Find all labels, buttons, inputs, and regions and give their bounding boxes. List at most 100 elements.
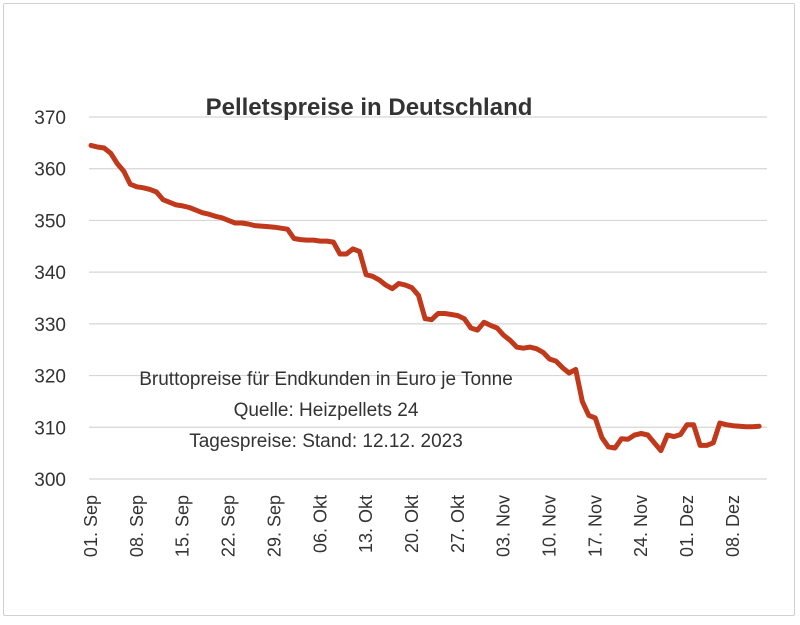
x-tick-label: 27. Okt [448, 495, 468, 553]
data-point [750, 424, 755, 429]
annotation-price-note: Bruttopreise für Endkunden in Euro je To… [139, 369, 513, 390]
data-point [357, 249, 362, 254]
data-point [213, 214, 218, 219]
data-point [311, 238, 316, 243]
data-point [390, 286, 395, 291]
data-point [560, 365, 565, 370]
data-point [259, 224, 264, 229]
data-point [639, 431, 644, 436]
data-point [744, 424, 749, 429]
data-point [220, 215, 225, 220]
price-line-chart: 300 310 320 330 340 350 360 370 01. Sep 08. Sep 1… [34, 94, 767, 557]
data-point [193, 208, 198, 213]
x-tick-label: 10. Nov [540, 495, 560, 557]
data-point [547, 357, 552, 362]
data-point [174, 202, 179, 207]
data-point [298, 237, 303, 242]
y-tick-label: 330 [34, 315, 66, 336]
data-point [200, 210, 205, 215]
data-point [233, 221, 238, 226]
data-point [128, 182, 133, 187]
data-point [508, 338, 513, 343]
y-tick-label: 340 [34, 263, 66, 284]
data-point [436, 311, 441, 316]
data-point [698, 443, 703, 448]
x-tick-label: 24. Nov [631, 495, 651, 557]
data-point [429, 317, 434, 322]
data-point [409, 285, 414, 290]
data-point [475, 328, 480, 333]
data-point [554, 359, 559, 364]
data-point [187, 205, 192, 210]
data-point [488, 323, 493, 328]
x-tick-label: 17. Nov [585, 495, 605, 557]
data-point [147, 187, 152, 192]
data-point [567, 371, 572, 376]
data-point [278, 226, 283, 231]
y-tick-label: 360 [34, 160, 66, 181]
data-point [658, 448, 663, 453]
y-tick-label: 310 [34, 418, 66, 439]
data-point [344, 252, 349, 257]
data-point [527, 345, 532, 350]
data-point [462, 316, 467, 321]
data-point [455, 313, 460, 318]
data-point [704, 443, 709, 448]
data-point [482, 320, 487, 325]
data-point [239, 221, 244, 226]
data-point [652, 440, 657, 445]
annotation-date: Tagespreise: Stand: 12.12. 2023 [189, 431, 463, 452]
data-point [717, 421, 722, 426]
data-point [442, 311, 447, 316]
x-tick-label: 13. Okt [356, 495, 376, 553]
data-point [593, 416, 598, 421]
data-point [632, 433, 637, 438]
x-tick-label: 20. Okt [402, 495, 422, 553]
data-point [95, 145, 100, 150]
data-point [534, 346, 539, 351]
y-tick-label: 370 [34, 108, 66, 129]
data-point [154, 190, 159, 195]
x-tick-label: 06. Okt [310, 495, 330, 553]
data-point [272, 225, 277, 230]
data-point [364, 272, 369, 277]
data-point [141, 185, 146, 190]
y-tick-label: 300 [34, 470, 66, 491]
data-point [403, 283, 408, 288]
data-point [521, 346, 526, 351]
chart-frame: 300 310 320 330 340 350 360 370 01. Sep 08. Sep 1… [3, 3, 795, 616]
data-point [606, 444, 611, 449]
data-point [495, 326, 500, 331]
data-point [416, 293, 421, 298]
data-point [324, 239, 329, 244]
annotation-source: Quelle: Heizpellets 24 [234, 400, 419, 421]
data-point [691, 422, 696, 427]
data-point [305, 238, 310, 243]
data-point [730, 423, 735, 428]
data-point [711, 440, 716, 445]
data-point [102, 146, 107, 151]
data-point [501, 333, 506, 338]
data-point [246, 222, 251, 227]
data-point [514, 345, 519, 350]
data-point [678, 432, 683, 437]
data-point [108, 151, 113, 156]
data-point [580, 399, 585, 404]
data-point [167, 200, 172, 205]
data-point [226, 218, 231, 223]
x-tick-label: 08. Dez [723, 495, 743, 557]
data-point [586, 413, 591, 418]
data-point [377, 277, 382, 282]
data-point [685, 422, 690, 427]
data-point [573, 367, 578, 372]
data-point [180, 203, 185, 208]
data-point [318, 239, 323, 244]
x-tick-label: 01. Sep [81, 495, 101, 557]
data-point [337, 252, 342, 257]
y-tick-label: 320 [34, 367, 66, 388]
data-point [626, 437, 631, 442]
data-point [671, 434, 676, 439]
data-point [206, 212, 211, 217]
data-point [599, 435, 604, 440]
data-point [737, 424, 742, 429]
